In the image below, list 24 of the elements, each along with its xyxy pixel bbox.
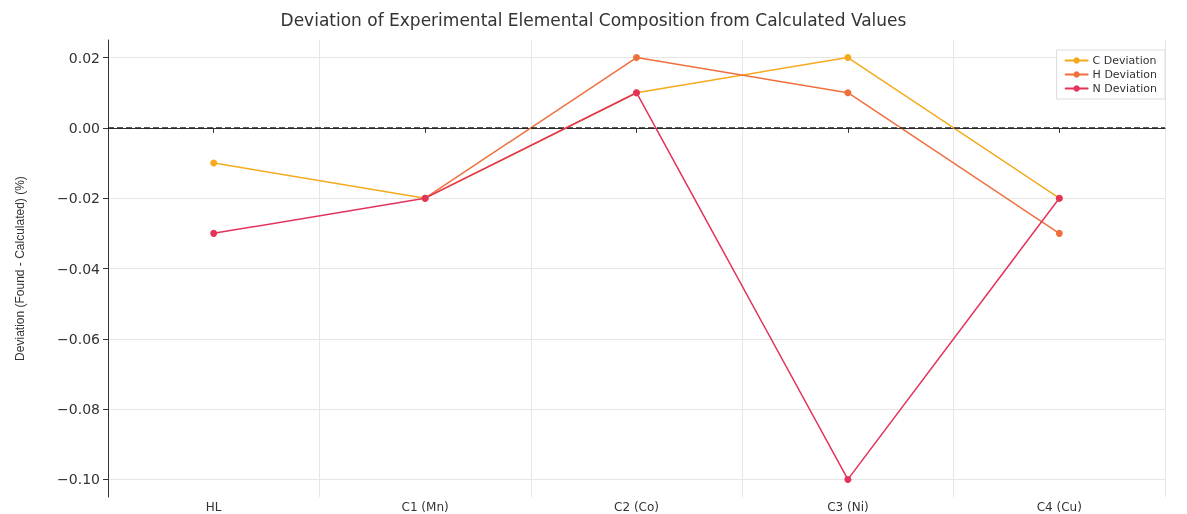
legend-label: C Deviation <box>1092 54 1157 67</box>
point <box>210 159 218 167</box>
x-tick-label: HL <box>205 500 222 514</box>
y-tick-label: −0.10 <box>57 471 100 488</box>
y-tick-label: −0.08 <box>57 401 100 418</box>
y-axis-title: Deviation (Found - Calculated) (%) <box>13 176 27 361</box>
point <box>844 54 852 62</box>
point <box>633 54 640 62</box>
point <box>1055 229 1063 237</box>
x-tick-label: C3 (Ni) <box>827 500 869 514</box>
chart-title: Deviation of Experimental Elemental Composition from Calculated Values <box>280 9 907 30</box>
y-tick-label: −0.04 <box>57 260 101 277</box>
point <box>844 89 852 97</box>
point <box>210 229 218 237</box>
y-tick-label: −0.06 <box>57 330 101 347</box>
y-tick-label: 0.00 <box>68 119 100 136</box>
point <box>844 475 852 483</box>
legend-label: N Deviation <box>1092 82 1157 95</box>
x-tick-label: C2 (Co) <box>614 500 659 514</box>
x-tick-label: C4 (Cu) <box>1036 500 1082 514</box>
y-tick-label: −0.02 <box>57 190 100 207</box>
x-tick-label: C1 (Mn) <box>401 500 449 514</box>
y-tick-label: 0.02 <box>68 49 100 66</box>
legend-label: H Deviation <box>1092 68 1158 81</box>
